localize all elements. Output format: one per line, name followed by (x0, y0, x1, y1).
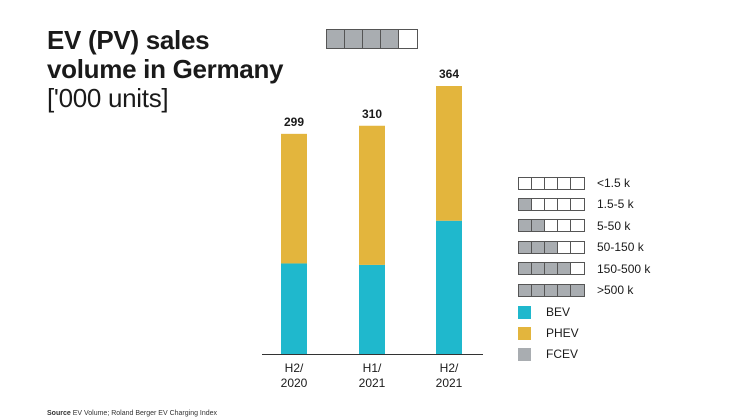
class-indicator (518, 240, 585, 254)
class-segment (545, 241, 558, 253)
legend-swatch (518, 347, 531, 361)
class-segment (545, 263, 558, 275)
bar-bev (359, 264, 385, 354)
x-tick-label: H2/ (285, 361, 304, 375)
class-segment (519, 263, 532, 275)
class-legend-item: 50-150 k (518, 240, 738, 254)
legend-label: PHEV (546, 326, 579, 340)
bar-phev (436, 86, 462, 221)
class-segment (519, 241, 532, 253)
class-segment (571, 263, 584, 275)
class-segment (519, 284, 532, 296)
class-legend-item: 5-50 k (518, 219, 738, 233)
bar-total-label: 310 (362, 107, 382, 121)
class-legend-label: >500 k (597, 283, 634, 297)
class-segment (558, 198, 571, 210)
class-segment (558, 241, 571, 253)
class-legend-item: <1.5 k (518, 176, 738, 190)
class-indicator (518, 262, 585, 276)
legend-label: FCEV (546, 347, 579, 361)
class-segment (571, 284, 584, 296)
bar-phev (359, 125, 385, 265)
bar-bev (436, 220, 462, 354)
class-indicator (518, 176, 585, 190)
indicator-segment (363, 30, 381, 48)
class-segment (532, 241, 545, 253)
x-tick-label: 2021 (359, 376, 386, 390)
class-segment (571, 220, 584, 232)
indicator-segment (399, 30, 417, 48)
x-tick-label: H2/ (440, 361, 459, 375)
class-legend-item: >500 k (518, 283, 738, 297)
overall-class-indicator (326, 29, 418, 49)
class-segment (532, 263, 545, 275)
class-legend-label: 1.5-5 k (597, 197, 634, 212)
class-indicator (518, 219, 585, 233)
bar-bev (281, 263, 307, 354)
class-segment (519, 220, 532, 232)
class-indicator (518, 197, 585, 211)
class-segment (571, 198, 584, 210)
class-segment (571, 241, 584, 253)
class-segment (532, 220, 545, 232)
x-tick-label: 2021 (436, 376, 463, 390)
class-legend-label: 150-500 k (597, 261, 651, 276)
source-note: Source EV Volume; Roland Berger EV Charg… (47, 410, 217, 417)
chart-unit-label: ['000 units] (47, 83, 169, 113)
legend-swatch (518, 305, 531, 319)
class-segment (545, 198, 558, 210)
indicator-segment (381, 30, 399, 48)
class-segment (571, 177, 584, 189)
class-segment (519, 177, 532, 189)
indicator-segment (345, 30, 363, 48)
x-tick-label: H1/ (363, 361, 382, 375)
class-legend-label: 5-50 k (597, 218, 631, 233)
class-segment (532, 198, 545, 210)
legend-item-bev: BEV (518, 305, 570, 319)
legend-item-fcev: FCEV (518, 347, 578, 361)
class-legend-item: 150-500 k (518, 262, 738, 276)
legend-label: BEV (546, 305, 571, 319)
class-segment (558, 220, 571, 232)
source-text: EV Volume; Roland Berger EV Charging Ind… (72, 410, 218, 417)
class-segment (545, 284, 558, 296)
chart-title: EV (PV) sales volume in Germany ['000 un… (47, 26, 287, 113)
x-tick-label: 2020 (281, 376, 308, 390)
class-legend-item: 1.5-5 k (518, 197, 738, 211)
class-indicator (518, 283, 585, 297)
class-segment (545, 220, 558, 232)
chart-title-text: EV (PV) sales volume in Germany (47, 25, 284, 84)
class-segment (519, 198, 532, 210)
class-segment (532, 284, 545, 296)
indicator-segment (327, 30, 345, 48)
class-segment (545, 177, 558, 189)
bar-phev (281, 133, 307, 264)
class-segment (558, 263, 571, 275)
class-segment (532, 177, 545, 189)
class-segment (558, 284, 571, 296)
bar-total-label: 364 (439, 67, 459, 81)
legend-item-phev: PHEV (518, 326, 579, 340)
legend-swatch (518, 326, 531, 340)
bar-total-label: 299 (284, 115, 304, 129)
class-segment (558, 177, 571, 189)
class-legend-label: <1.5 k (597, 176, 631, 190)
source-label: Source (47, 410, 71, 417)
class-legend-label: 50-150 k (597, 240, 644, 255)
